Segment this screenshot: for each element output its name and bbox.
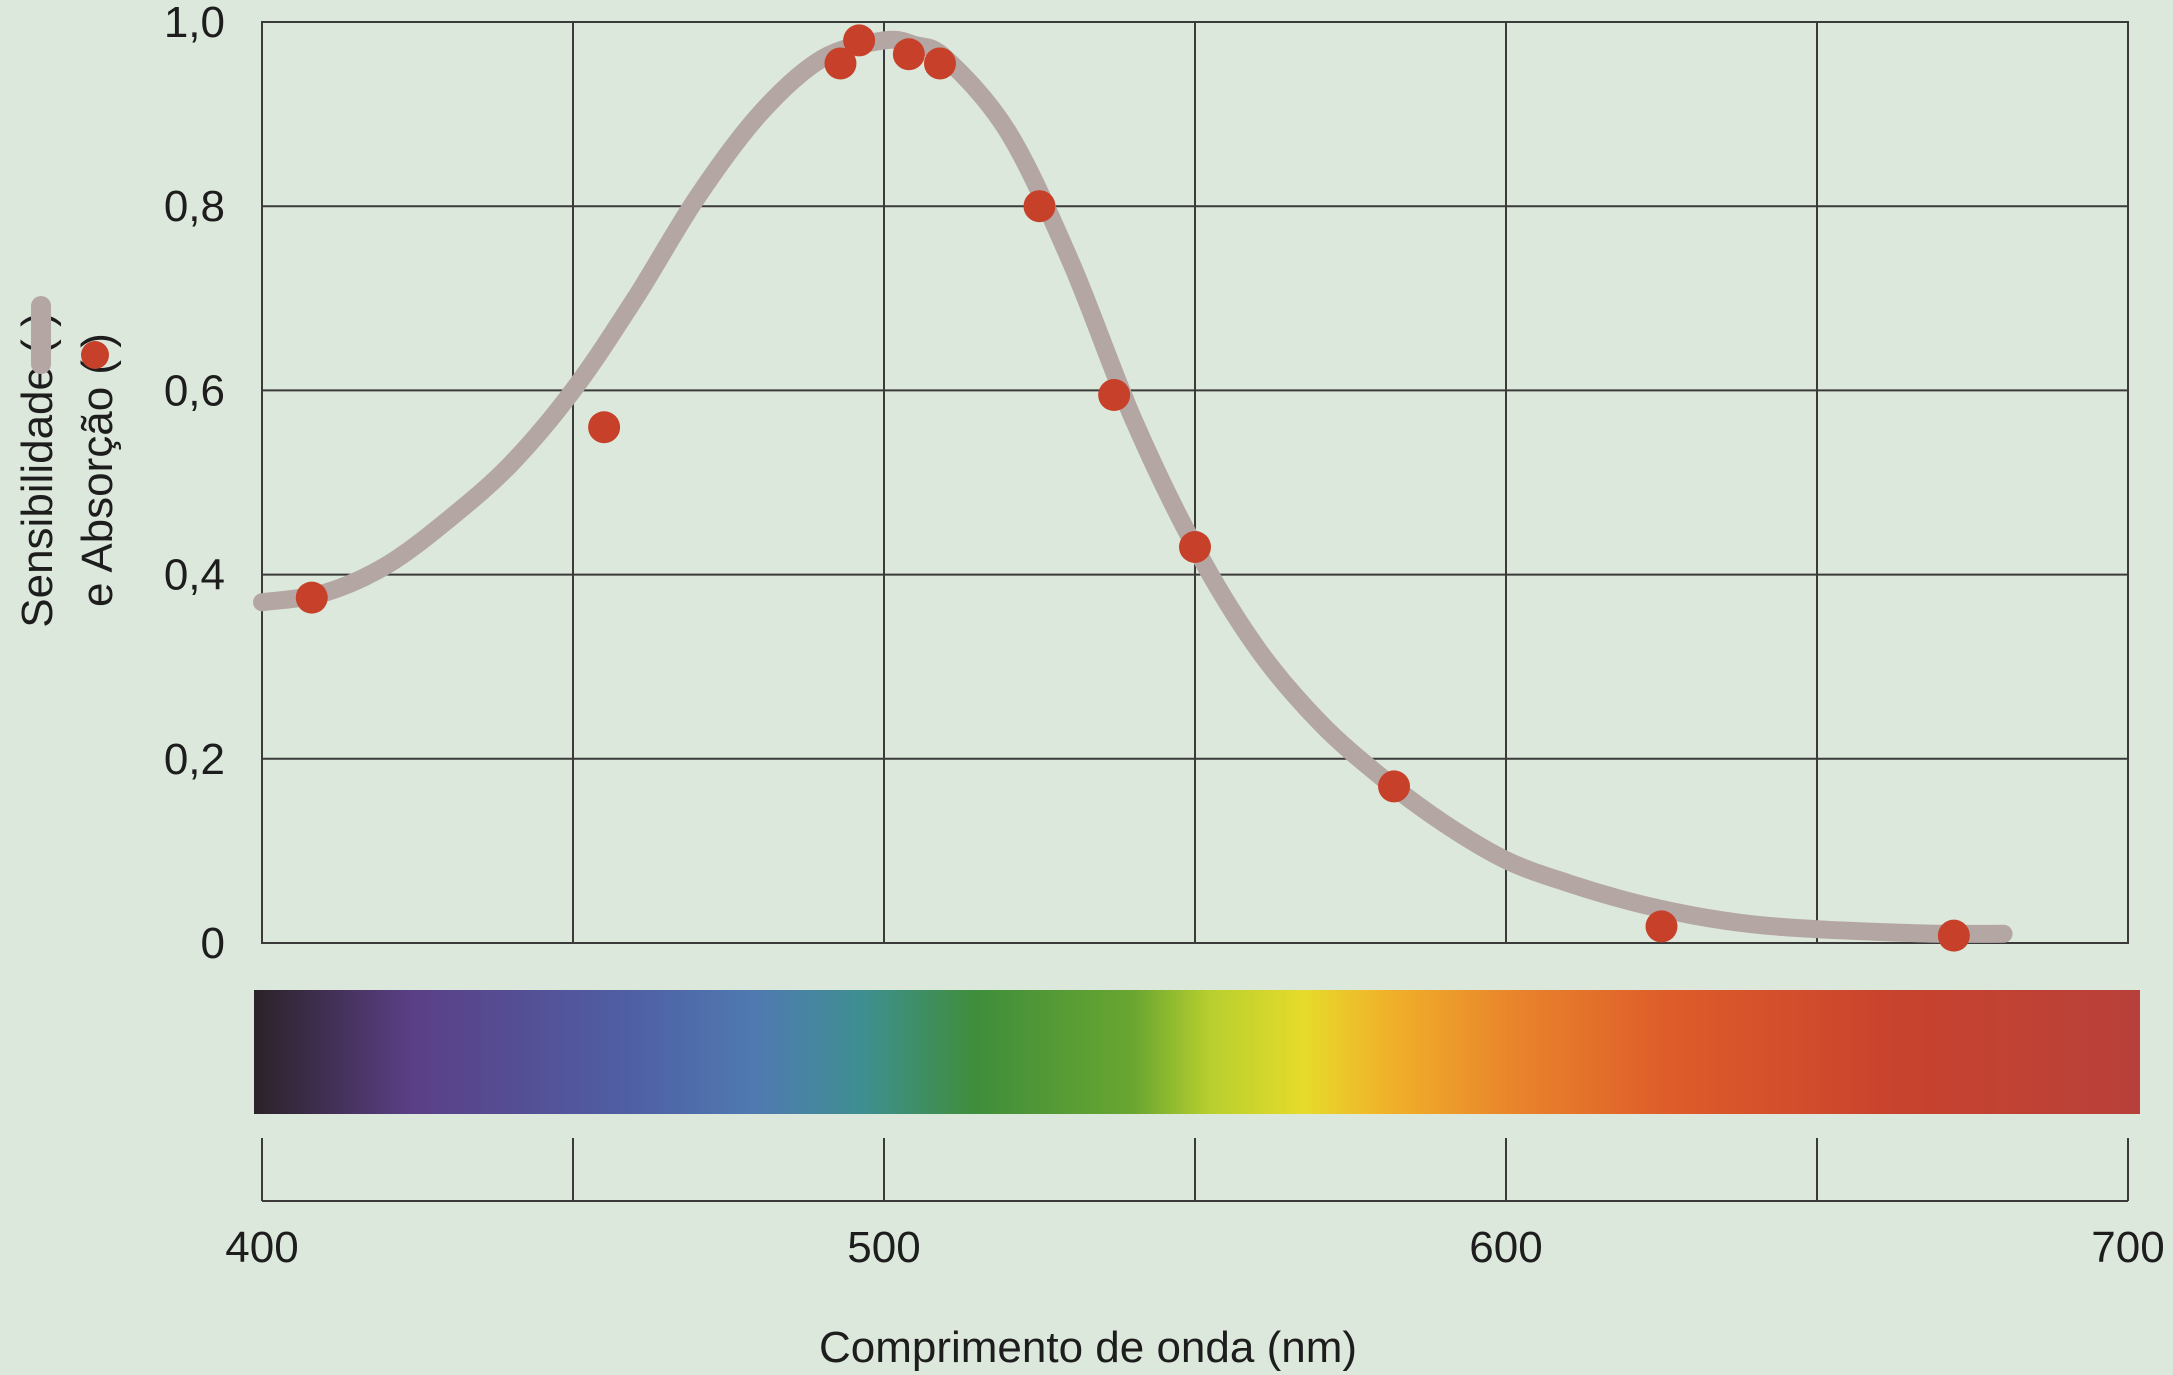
sensitivity-curve (253, 30, 2013, 943)
absorption-point (588, 411, 621, 444)
absorption-point (824, 47, 857, 80)
wavelength-scale (261, 1138, 2129, 1202)
y-tick-label: 0,6 (164, 366, 225, 415)
sensitivity-curve-layer (253, 30, 2013, 943)
absorption-point (295, 581, 328, 614)
x-axis-title: Comprimento de onda (nm) (819, 1323, 1357, 1372)
y-tick-label: 0 (201, 919, 225, 968)
absorption-point (923, 47, 956, 80)
dot-legend-swatch (81, 341, 109, 369)
line-legend-swatch (31, 296, 51, 374)
y-tick-label: 0,4 (164, 551, 225, 600)
y-tick-labels: 0 0,2 0,4 0,6 0,8 1,0 (164, 0, 225, 968)
y-title-line2-prefix: e Absorção ( (73, 360, 122, 607)
spectrum-bar (254, 990, 2140, 1114)
absorption-point (1378, 770, 1411, 803)
y-tick-label: 1,0 (164, 0, 225, 47)
plot-frame (261, 21, 2129, 944)
x-tick-label: 600 (1469, 1223, 1542, 1272)
x-tick-label: 700 (2091, 1223, 2164, 1272)
svg-text:e Absorção ( ): e Absorção ( ) (73, 333, 122, 607)
y-title-line2-suffix: ) (73, 333, 122, 348)
absorption-point (843, 24, 876, 57)
absorption-point (1179, 530, 1211, 563)
x-tick-labels: 400 500 600 700 (225, 1223, 2164, 1272)
absorption-point (1937, 919, 1970, 952)
absorption-points-layer (295, 24, 1970, 952)
x-tick-label: 500 (847, 1223, 920, 1272)
y-tick-label: 0,2 (164, 735, 225, 784)
y-title-line1-prefix: Sensibilidade ( (13, 339, 62, 628)
grid (262, 22, 2128, 943)
absorption-point (1645, 910, 1678, 943)
x-tick-label: 400 (225, 1223, 298, 1272)
absorption-point (1023, 190, 1056, 223)
absorption-point (892, 38, 925, 71)
y-axis-title: Sensibilidade ( ) e Absorção ( ) (13, 296, 122, 628)
absorption-point (1098, 379, 1131, 412)
y-tick-label: 0,8 (164, 182, 225, 231)
